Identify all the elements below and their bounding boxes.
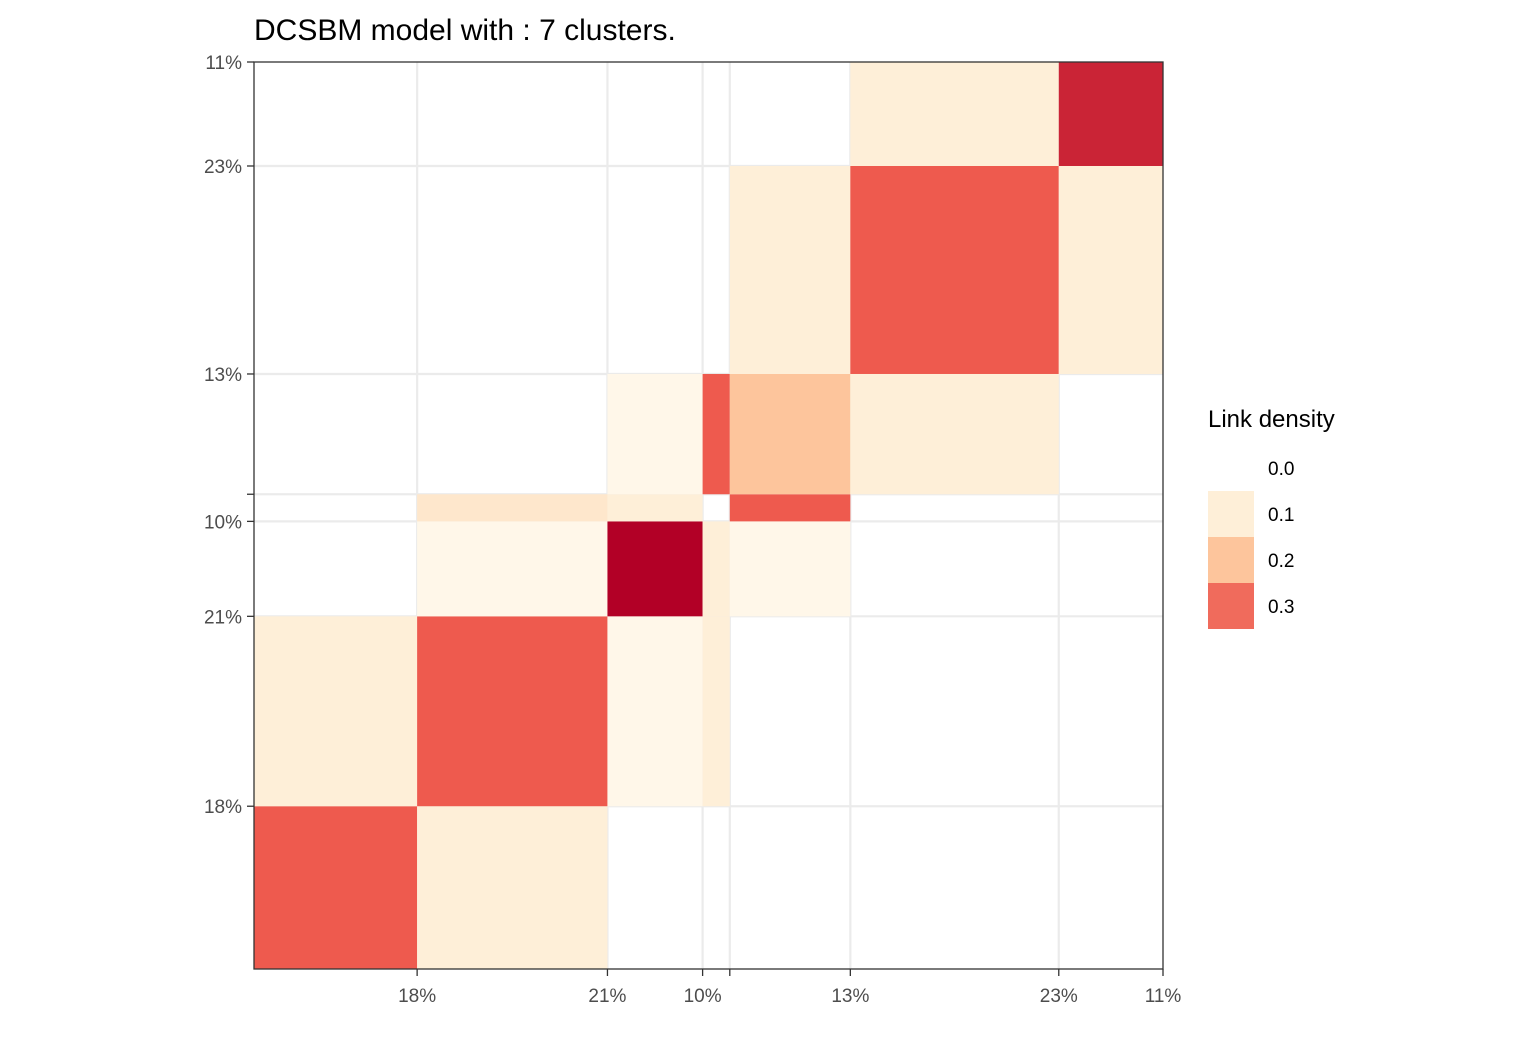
plot-area xyxy=(253,61,1164,970)
heatmap-cell xyxy=(607,616,703,807)
heatmap-cell xyxy=(702,521,730,617)
x-tick-label: 10% xyxy=(684,986,722,1007)
heatmap-cell xyxy=(702,373,730,495)
y-tick-label: 23% xyxy=(204,157,242,178)
heatmap-cell xyxy=(850,373,1059,495)
heatmap-cell xyxy=(729,521,851,617)
plot-border xyxy=(253,61,1164,970)
legend-keys: 0.0 0.1 0.2 0.3 xyxy=(1208,445,1294,629)
heatmap-cell xyxy=(417,494,608,522)
chart-title: DCSBM model with : 7 clusters. xyxy=(254,14,676,47)
legend-label: 0.1 xyxy=(1268,505,1294,526)
y-axis: 18% 21% 10% 13% 23% 11% xyxy=(204,53,254,818)
x-tick-label: 21% xyxy=(588,986,626,1007)
heatmap-cell xyxy=(1058,62,1163,166)
x-tick-label: 13% xyxy=(831,986,869,1007)
heatmap-cell xyxy=(607,373,703,495)
heatmap-cells xyxy=(254,62,1163,969)
y-tick-label: 13% xyxy=(204,365,242,386)
heatmap-cell xyxy=(729,494,851,522)
legend-label: 0.3 xyxy=(1268,597,1294,618)
y-tick-label: 11% xyxy=(205,53,242,74)
heatmap-cell xyxy=(607,494,703,522)
x-axis: 18% 21% 10% 13% 23% 11% xyxy=(398,969,1181,1007)
heatmap-cell xyxy=(850,62,1059,166)
legend-key xyxy=(1208,445,1254,491)
heatmap-cell xyxy=(1058,165,1163,374)
heatmap-cell xyxy=(417,521,608,617)
legend: Link density 0.0 0.1 0.2 0.3 xyxy=(1208,406,1335,629)
heatmap-cell xyxy=(417,616,608,807)
y-tick-label: 21% xyxy=(204,607,242,628)
legend-key xyxy=(1208,537,1254,583)
legend-title: Link density xyxy=(1208,406,1335,433)
heatmap-cell xyxy=(729,165,851,374)
legend-label: 0.0 xyxy=(1268,459,1294,480)
heatmap-cell xyxy=(254,616,418,807)
legend-key xyxy=(1208,491,1254,537)
x-tick-label: 11% xyxy=(1145,986,1182,1007)
legend-label: 0.2 xyxy=(1268,551,1294,572)
heatmap-cell xyxy=(607,521,703,617)
heatmap-cell xyxy=(702,616,730,807)
y-tick-label: 18% xyxy=(204,797,242,818)
x-tick-label: 23% xyxy=(1040,986,1078,1007)
heatmap-cell xyxy=(729,373,851,495)
heatmap-cell xyxy=(254,806,418,969)
y-tick-label: 10% xyxy=(204,512,242,533)
heatmap-cell xyxy=(850,165,1059,374)
heatmap-cell xyxy=(417,806,608,969)
legend-key xyxy=(1208,583,1254,629)
x-tick-label: 18% xyxy=(398,986,436,1007)
